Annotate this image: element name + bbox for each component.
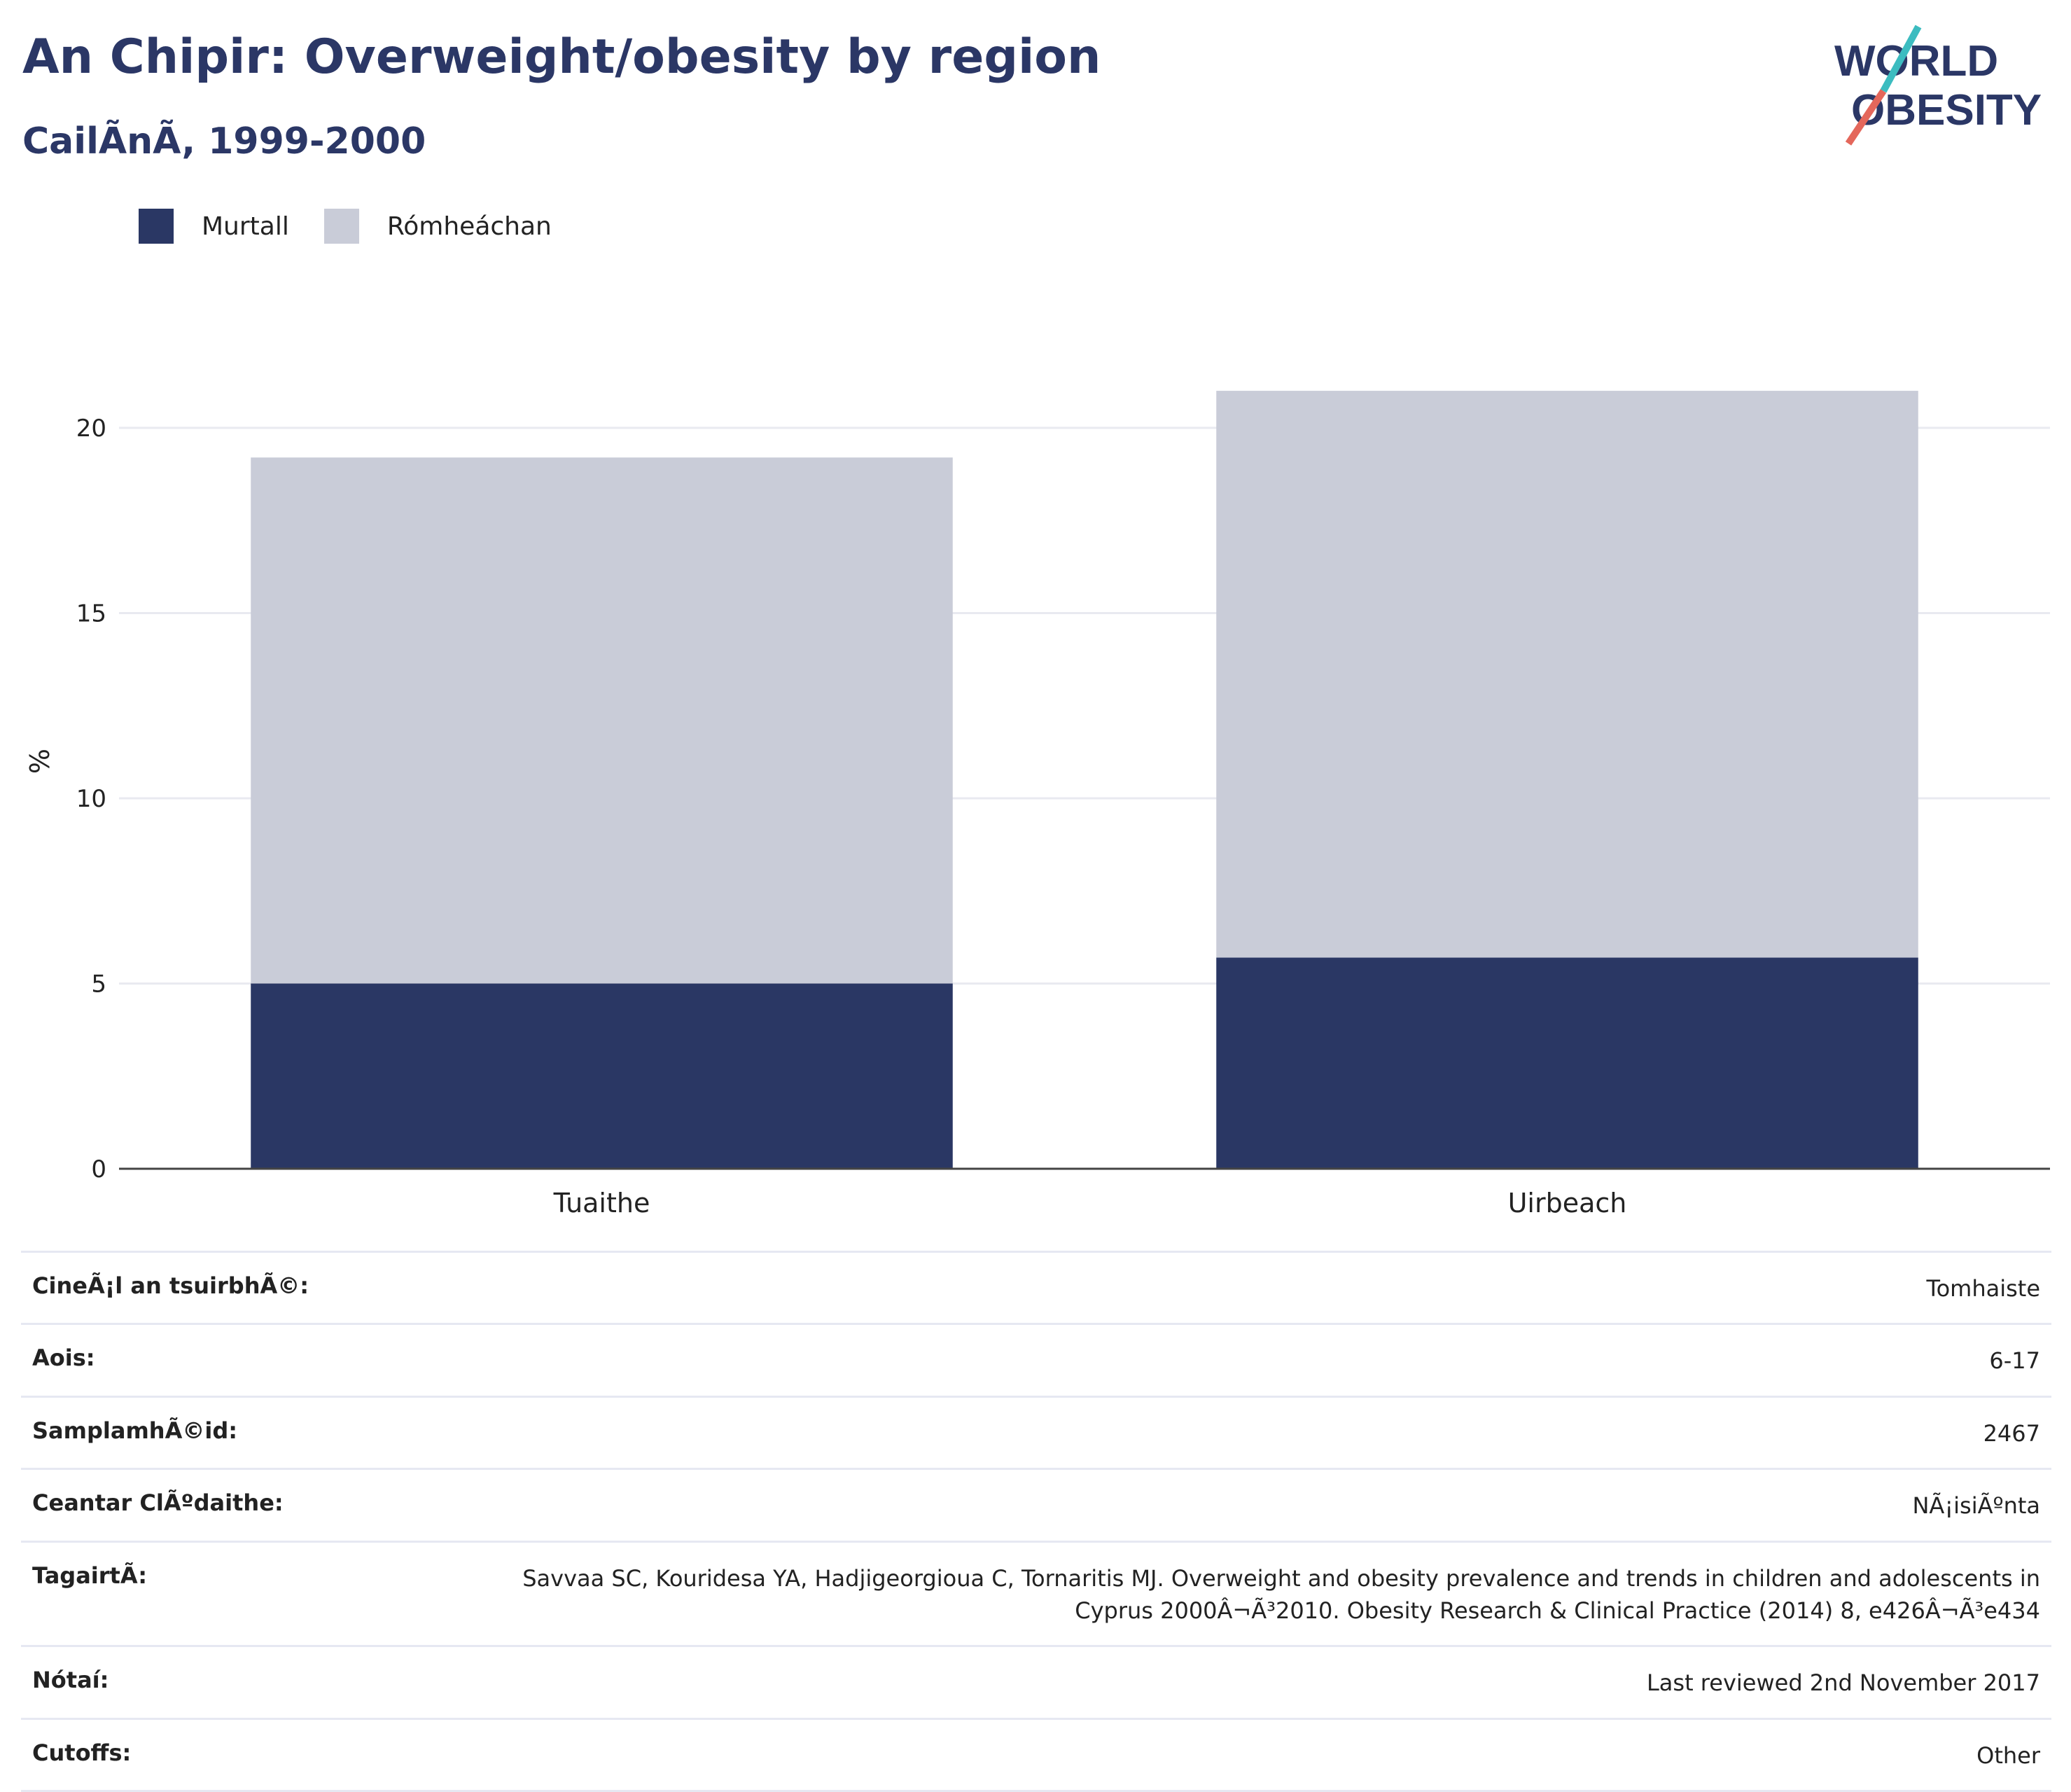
info-value: Tomhaiste <box>1926 1275 2040 1302</box>
x-tick-label: Uirbeach <box>1508 1188 1627 1218</box>
info-value: 6-17 <box>1989 1347 2040 1375</box>
bar-obese <box>1216 957 1918 1169</box>
info-row: TagairtÃ: Savvaa SC, Kouridesa YA, Hadjig… <box>21 1541 2051 1646</box>
legend-label-obese: Murtall <box>202 211 289 241</box>
legend-item-obese: Murtall <box>139 209 289 244</box>
bar-overweight <box>251 457 953 984</box>
info-key: Nótaí: <box>32 1667 109 1694</box>
page-subtitle: CailÃnÃ, 1999-2000 <box>22 120 426 162</box>
y-tick-label: 10 <box>76 785 106 813</box>
info-row: Aois: 6-17 <box>21 1324 2051 1396</box>
info-key: CineÃ¡l an tsuirbhÃ©: <box>32 1272 309 1299</box>
info-row: SamplamhÃ©id: 2467 <box>21 1396 2051 1468</box>
stacked-bar-chart: 0 5 10 15 20% Tuaithe Uirbeach <box>25 391 2050 1218</box>
world-obesity-logo: WORLD OBESITY <box>1834 25 2042 146</box>
info-key: Aois: <box>32 1345 95 1372</box>
chart-legend: Murtall Rómheáchan <box>139 209 587 244</box>
svg-text:WORLD: WORLD <box>1834 37 1998 85</box>
info-row: Ceantar ClÃºdaithe: NÃ¡isiÃºnta <box>21 1468 2051 1541</box>
y-tick-label: 5 <box>91 971 106 999</box>
x-tick-label: Tuaithe <box>553 1188 650 1218</box>
bar-overweight <box>1216 391 1918 958</box>
legend-swatch-obese <box>139 209 174 244</box>
legend-swatch-overweight <box>323 209 359 244</box>
legend-item-overweight: Rómheáchan <box>323 209 552 244</box>
info-key: Ceantar ClÃºdaithe: <box>32 1489 284 1517</box>
info-key: SamplamhÃ©id: <box>32 1417 238 1444</box>
y-tick-label: 15 <box>76 600 106 628</box>
page-title: An Chipir: Overweight/obesity by region <box>22 29 1101 85</box>
info-row: Cutoffs: Other <box>21 1718 2051 1791</box>
info-row: Nótaí: Last reviewed 2nd November 2017 <box>21 1646 2051 1718</box>
info-value: NÃ¡isiÃºnta <box>1912 1492 2040 1520</box>
bar-obese <box>251 983 953 1169</box>
info-value: Last reviewed 2nd November 2017 <box>1646 1669 2040 1697</box>
info-value: 2467 <box>1983 1419 2040 1447</box>
info-key: TagairtÃ: <box>32 1562 147 1589</box>
info-value: Other <box>1976 1742 2040 1769</box>
y-axis-label: % <box>25 749 55 774</box>
info-value: Savvaa SC, Kouridesa YA, Hadjigeorgioua … <box>522 1564 2040 1624</box>
y-tick-label: 20 <box>76 415 106 443</box>
legend-label-overweight: Rómheáchan <box>386 211 552 241</box>
info-table: CineÃ¡l an tsuirbhÃ©: Tomhaiste Aois: 6-17 S… <box>21 1251 2051 1792</box>
info-key: Cutoffs: <box>32 1739 132 1766</box>
y-tick-label: 0 <box>91 1155 106 1183</box>
info-row: CineÃ¡l an tsuirbhÃ©: Tomhaiste <box>21 1251 2051 1324</box>
